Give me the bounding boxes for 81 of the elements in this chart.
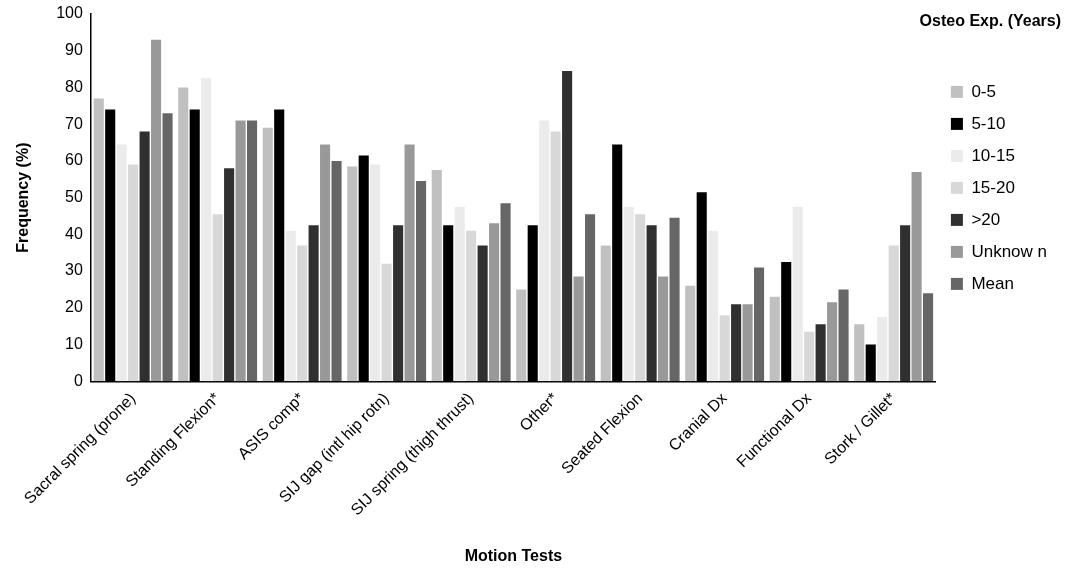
bar <box>731 304 742 382</box>
bar <box>573 276 584 382</box>
y-tick-label: 40 <box>65 224 83 242</box>
y-tick-label: 20 <box>65 298 83 316</box>
bar <box>308 225 319 382</box>
bar <box>431 170 442 382</box>
legend-title: Osteo Exp. (Years) <box>919 12 1061 30</box>
y-tick-label: 70 <box>65 114 83 132</box>
bar <box>900 225 911 382</box>
bar <box>116 144 127 382</box>
bar <box>178 87 189 382</box>
y-tick-label: 10 <box>65 334 83 352</box>
y-tick-label: 60 <box>65 151 83 169</box>
bar <box>404 144 415 382</box>
bar <box>477 245 488 382</box>
bar <box>562 70 573 382</box>
bar <box>815 324 826 382</box>
y-tick-label: 80 <box>65 77 83 95</box>
bar <box>646 225 657 382</box>
bar <box>635 214 646 382</box>
bar <box>370 164 381 382</box>
bar <box>669 217 680 382</box>
legend-label: 0-5 <box>971 81 996 101</box>
bar <box>331 160 342 382</box>
bar <box>719 315 730 382</box>
legend-label: Mean <box>971 273 1014 293</box>
bar <box>516 289 527 382</box>
legend-label: 15-20 <box>971 177 1015 197</box>
y-tick-label: 100 <box>56 4 83 22</box>
legend-label: >20 <box>971 209 1001 229</box>
bar <box>754 267 765 382</box>
bar <box>212 214 223 382</box>
bar <box>224 168 235 382</box>
bar <box>658 276 669 382</box>
bar <box>838 289 849 382</box>
bar <box>235 120 246 382</box>
legend-label: 10-15 <box>971 145 1015 165</box>
bar <box>201 78 212 382</box>
legend-label: 5-10 <box>971 113 1006 133</box>
legend-label: Unknow n <box>971 241 1048 261</box>
bar <box>489 223 500 382</box>
bar <box>708 230 719 382</box>
bar <box>769 296 780 382</box>
bar <box>262 127 273 382</box>
y-tick-label: 30 <box>65 261 83 279</box>
bar <box>550 131 561 382</box>
bar <box>128 164 139 382</box>
bar <box>454 206 465 382</box>
bar <box>139 131 150 382</box>
bar <box>285 230 296 382</box>
bar <box>247 120 258 382</box>
bar <box>320 144 331 382</box>
bar <box>151 39 162 382</box>
bar <box>93 98 104 382</box>
bar <box>585 214 596 382</box>
bar <box>854 324 865 382</box>
bar <box>742 304 753 382</box>
bar <box>539 120 550 382</box>
bar <box>416 181 427 382</box>
bar <box>162 113 173 382</box>
y-tick-label: 0 <box>73 371 83 389</box>
bar <box>500 203 511 382</box>
bar <box>466 230 477 382</box>
bar <box>827 302 838 382</box>
bar <box>911 171 922 382</box>
bar <box>347 166 358 382</box>
bar <box>792 206 803 382</box>
y-tick-label: 50 <box>65 188 83 206</box>
bar <box>393 225 404 382</box>
bar <box>600 245 611 382</box>
bar <box>623 206 634 382</box>
bar <box>685 285 696 382</box>
bar <box>888 245 899 382</box>
y-tick-label: 90 <box>65 41 83 59</box>
bar <box>381 263 392 382</box>
y-axis-title: Frequency (%) <box>14 142 32 253</box>
x-axis-title: Motion Tests <box>464 546 563 564</box>
bar <box>877 317 888 382</box>
bar <box>804 331 815 382</box>
bar <box>297 245 308 382</box>
bar <box>923 293 934 382</box>
